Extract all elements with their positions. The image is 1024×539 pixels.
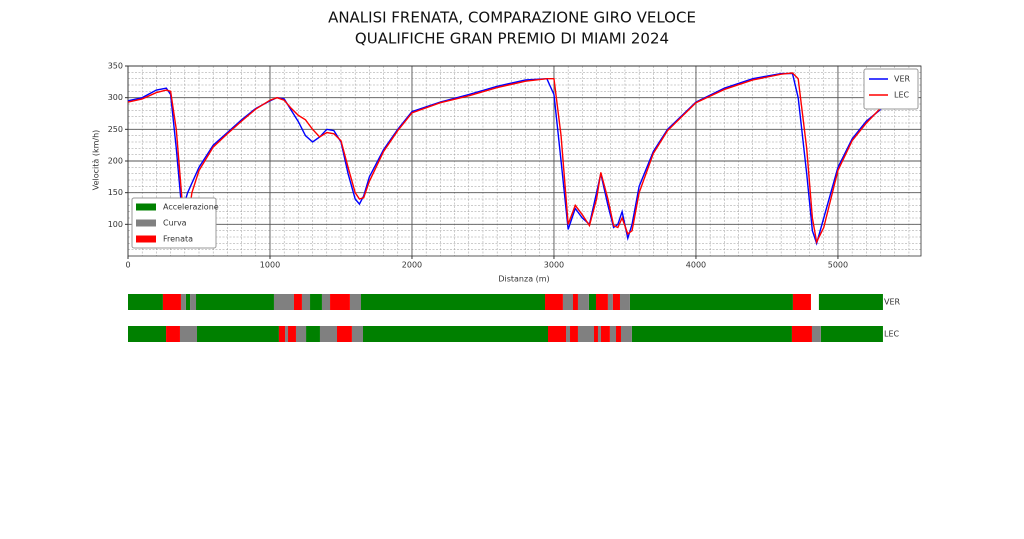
phase-segment — [566, 326, 571, 342]
phase-segment — [577, 294, 589, 310]
legend-swatch — [136, 235, 156, 243]
legend-swatch — [136, 203, 156, 211]
phase-segment — [319, 326, 338, 342]
legend-label: Frenata — [163, 235, 193, 244]
legend-label: VER — [894, 75, 911, 84]
chart-subtitle: QUALIFICHE GRAN PREMIO DI MIAMI 2024 — [355, 30, 669, 48]
phase-segment — [547, 326, 567, 342]
phase-segment — [288, 326, 296, 342]
phase-segment — [295, 326, 307, 342]
phase-segment — [577, 326, 595, 342]
line-series — [127, 72, 884, 245]
x-tick-label: 0 — [125, 261, 130, 270]
y-tick-label: 200 — [108, 157, 123, 166]
phase-segment — [321, 294, 331, 310]
x-tick-label: 3000 — [544, 261, 564, 270]
x-tick-label: 2000 — [402, 261, 422, 270]
phase-segment — [616, 326, 621, 342]
phase-segment — [545, 294, 563, 310]
phase-segment — [128, 294, 163, 310]
phase-segment — [162, 294, 181, 310]
phase-segment — [791, 326, 812, 342]
x-tick-label: 1000 — [260, 261, 280, 270]
phase-segment — [631, 326, 792, 342]
y-tick-label: 100 — [108, 220, 123, 229]
legend: VER LEC — [863, 68, 919, 110]
phase-segment — [361, 294, 546, 310]
legend-label: LEC — [894, 91, 910, 100]
phase-segment — [330, 294, 350, 310]
phase-segment — [285, 326, 289, 342]
phase-segment — [818, 294, 883, 310]
y-axis-label: Velocità (km/h) — [92, 130, 101, 191]
line-series — [127, 72, 884, 246]
legend-swatch — [136, 219, 156, 227]
phase-segment — [612, 294, 620, 310]
phase-segment — [128, 326, 167, 342]
phase-segment — [588, 294, 596, 310]
x-tick-label: 4000 — [686, 261, 706, 270]
y-tick-label: 350 — [108, 62, 123, 71]
phase-segment — [349, 294, 362, 310]
phase-segment — [811, 326, 821, 342]
phase-segment — [562, 294, 573, 310]
phase-segment — [273, 294, 294, 310]
phase-segment — [337, 326, 352, 342]
phase-segment — [278, 326, 286, 342]
phase-segment — [572, 294, 578, 310]
phase-segment — [629, 294, 793, 310]
phase-segment — [310, 294, 322, 310]
phase-segment — [179, 326, 198, 342]
phase-segment — [166, 326, 180, 342]
phase-segment — [619, 294, 630, 310]
phase-segment — [600, 326, 610, 342]
phase-segment — [570, 326, 578, 342]
y-tick-label: 250 — [108, 125, 123, 134]
phase-segment — [197, 326, 279, 342]
phase-segment — [607, 294, 613, 310]
phase-segment — [306, 326, 320, 342]
bar-label: LEC — [884, 330, 900, 339]
bar-label: VER — [884, 298, 901, 307]
x-tick-label: 5000 — [828, 261, 848, 270]
phase-segment — [180, 294, 186, 310]
x-axis-label: Distanza (m) — [498, 275, 549, 284]
phase-legend: Accelerazione Curva Frenata — [131, 197, 219, 249]
phase-segment — [301, 294, 311, 310]
phase-segment — [190, 294, 197, 310]
phase-segment — [820, 326, 883, 342]
legend-label: Accelerazione — [163, 203, 219, 212]
phase-segment — [185, 294, 191, 310]
phase-segment — [594, 326, 598, 342]
phase-segment — [293, 294, 302, 310]
phase-segment — [597, 326, 601, 342]
phase-segment — [362, 326, 548, 342]
phase-segment — [351, 326, 363, 342]
y-tick-label: 300 — [108, 93, 123, 102]
phase-segment — [196, 294, 274, 310]
phase-segment — [792, 294, 811, 310]
y-tick-label: 150 — [108, 188, 123, 197]
phase-segment — [609, 326, 617, 342]
plot-frame — [127, 65, 922, 257]
legend-label: Curva — [163, 219, 187, 228]
phase-segment — [595, 294, 608, 310]
phase-segment — [620, 326, 632, 342]
chart-title: ANALISI FRENATA, COMPARAZIONE GIRO VELOC… — [328, 9, 696, 27]
